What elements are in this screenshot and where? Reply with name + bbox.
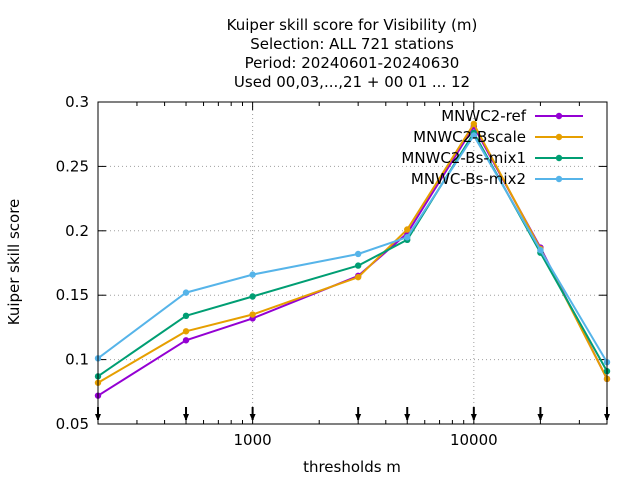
series-2-point <box>354 273 362 281</box>
threshold-arrow-head <box>537 414 544 421</box>
legend: MNWC2-ref MNWC2-Bscale MNWC2-Bs-mix1 MNWC-B… <box>401 107 583 188</box>
legend-marker-2 <box>555 133 563 141</box>
y-tick-label: 0.2 <box>65 222 89 240</box>
legend-label-3: MNWC2-Bs-mix1 <box>401 149 526 167</box>
legend-label-2: MNWC2-Bscale <box>413 128 526 146</box>
series-3-point <box>249 293 256 300</box>
title-line-1: Kuiper skill score for Visibility (m) <box>227 16 478 34</box>
series-4-point <box>404 234 411 241</box>
legend-label-1: MNWC2-ref <box>441 107 526 125</box>
x-tick-label: 1000 <box>234 431 272 449</box>
series-2-point <box>249 311 256 318</box>
chart-title: Kuiper skill score for Visibility (m) Se… <box>227 16 478 91</box>
series-group <box>94 120 611 399</box>
legend-marker-3 <box>555 154 563 162</box>
series-line-4 <box>97 134 608 363</box>
series-4-point <box>249 271 256 278</box>
series-2-point <box>404 226 411 233</box>
x-tick-label: 10000 <box>450 431 498 449</box>
legend-marker-4 <box>555 175 563 183</box>
threshold-markers <box>95 407 610 421</box>
y-tick-label: 0.05 <box>56 415 89 433</box>
series-4-point <box>182 289 190 296</box>
series-1-point <box>182 337 190 344</box>
threshold-arrow-head <box>249 414 256 421</box>
plot-frame <box>97 101 608 425</box>
title-line-4: Used 00,03,...,21 + 00 01 ... 12 <box>234 73 470 91</box>
legend-label-4: MNWC-Bs-mix2 <box>411 170 526 188</box>
series-3-point <box>182 312 190 320</box>
threshold-arrow-head <box>404 414 411 421</box>
threshold-arrow-head <box>355 414 362 421</box>
series-3-point <box>354 262 362 269</box>
y-tick-label: 0.25 <box>56 157 89 175</box>
legend-marker-1 <box>555 112 563 120</box>
title-line-2: Selection: ALL 721 stations <box>250 35 454 53</box>
threshold-arrow-head <box>183 414 190 421</box>
y-tick-label: 0.3 <box>65 93 89 111</box>
threshold-arrow-head <box>470 414 477 421</box>
title-line-3: Period: 20240601-20240630 <box>245 54 460 72</box>
series-line-2 <box>97 122 608 384</box>
x-axis-label: thresholds m <box>303 458 401 476</box>
series-4-point <box>470 132 478 139</box>
series-2-point <box>470 120 478 128</box>
y-tick-label: 0.15 <box>56 286 89 304</box>
series-2-point <box>182 328 190 335</box>
series-4-point <box>537 246 544 254</box>
grid <box>98 102 607 424</box>
axis-ticks <box>98 101 607 425</box>
y-axis-label: Kuiper skill score <box>5 199 23 326</box>
y-tick-label: 0.1 <box>65 351 89 369</box>
series-4-point <box>354 250 362 258</box>
tick-labels: 0.05 0.1 0.15 0.2 0.25 0.3 1000 10000 <box>56 93 498 449</box>
